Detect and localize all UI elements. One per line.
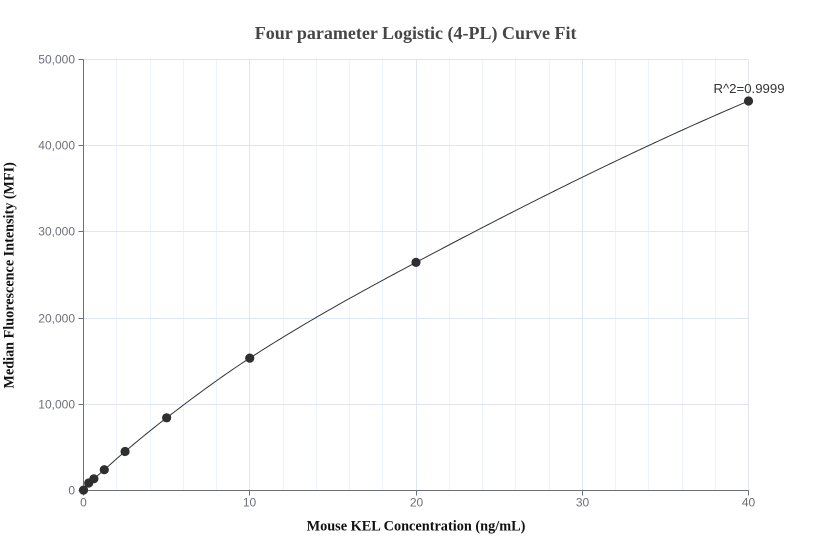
svg-text:10,000: 10,000 [38,398,75,412]
svg-text:40: 40 [742,495,756,509]
svg-text:20,000: 20,000 [38,312,75,326]
svg-text:0: 0 [80,495,87,509]
svg-text:Median Fluorescence Intensity: Median Fluorescence Intensity (MFI) [1,162,17,389]
svg-text:40,000: 40,000 [38,139,75,153]
svg-text:Mouse KEL Concentration (ng/mL: Mouse KEL Concentration (ng/mL) [307,519,526,535]
svg-text:0: 0 [68,484,75,498]
svg-text:30: 30 [576,495,590,509]
svg-text:30,000: 30,000 [38,225,75,239]
svg-text:10: 10 [243,495,257,509]
svg-text:R^2=0.9999: R^2=0.9999 [713,81,784,96]
svg-text:Four parameter Logistic (4-PL): Four parameter Logistic (4-PL) Curve Fit [255,23,577,44]
svg-text:20: 20 [410,495,424,509]
svg-text:50,000: 50,000 [38,53,75,67]
